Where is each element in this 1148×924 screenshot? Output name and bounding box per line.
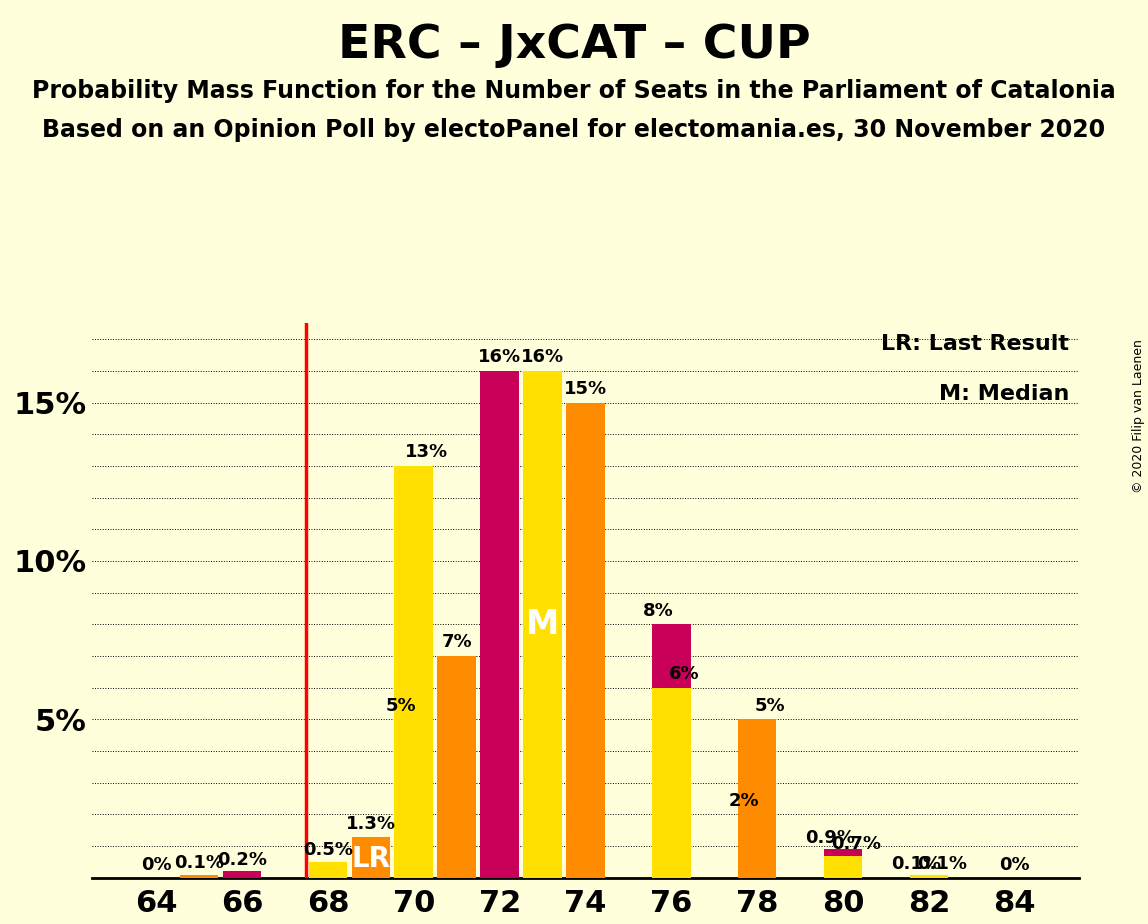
Bar [180, 875, 218, 878]
Text: 15%: 15% [564, 380, 607, 398]
Bar [738, 720, 776, 878]
Bar [824, 849, 862, 878]
Text: 0%: 0% [1000, 856, 1030, 874]
Text: M: M [526, 608, 559, 641]
Bar [351, 836, 390, 878]
Bar [652, 625, 691, 878]
Text: 6%: 6% [669, 665, 699, 683]
Text: Probability Mass Function for the Number of Seats in the Parliament of Catalonia: Probability Mass Function for the Number… [32, 79, 1116, 103]
Text: 8%: 8% [643, 602, 674, 620]
Text: 0.7%: 0.7% [831, 835, 881, 853]
Text: 0.1%: 0.1% [174, 854, 224, 872]
Bar [824, 856, 862, 878]
Bar [309, 862, 347, 878]
Bar [909, 875, 948, 878]
Text: Based on an Opinion Poll by electoPanel for electomania.es, 30 November 2020: Based on an Opinion Poll by electoPanel … [42, 118, 1106, 142]
Bar [223, 871, 262, 878]
Text: 0.2%: 0.2% [217, 851, 267, 869]
Text: LR: LR [351, 845, 390, 873]
Bar [738, 814, 776, 878]
Text: 0.9%: 0.9% [805, 829, 855, 846]
Bar [566, 403, 605, 878]
Text: 7%: 7% [441, 633, 472, 651]
Text: 0.1%: 0.1% [891, 855, 941, 873]
Bar [523, 371, 561, 878]
Bar [480, 371, 519, 878]
Bar [909, 875, 948, 878]
Bar [437, 656, 476, 878]
Text: ERC – JxCAT – CUP: ERC – JxCAT – CUP [338, 23, 810, 68]
Text: 16%: 16% [478, 348, 521, 366]
Text: 0.1%: 0.1% [917, 855, 967, 873]
Text: 13%: 13% [405, 444, 448, 461]
Text: 0%: 0% [141, 856, 171, 874]
Text: 5%: 5% [754, 697, 785, 714]
Text: 0.5%: 0.5% [303, 842, 352, 859]
Text: 16%: 16% [521, 348, 564, 366]
Bar [309, 871, 347, 878]
Bar [395, 720, 433, 878]
Text: © 2020 Filip van Laenen: © 2020 Filip van Laenen [1132, 339, 1146, 492]
Text: 5%: 5% [386, 697, 417, 714]
Bar [395, 466, 433, 878]
Text: 2%: 2% [729, 792, 760, 809]
Bar [652, 687, 691, 878]
Text: LR: Last Result: LR: Last Result [882, 334, 1069, 355]
Text: M: Median: M: Median [939, 384, 1069, 405]
Text: 1.3%: 1.3% [346, 816, 396, 833]
